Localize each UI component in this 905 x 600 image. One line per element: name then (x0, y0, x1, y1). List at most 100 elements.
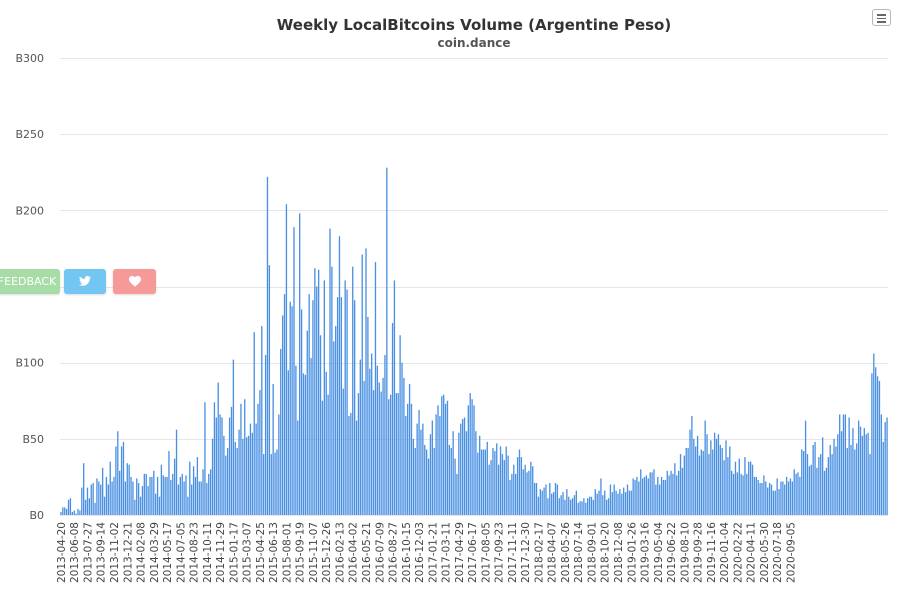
bar (310, 358, 312, 515)
bar (219, 414, 221, 515)
bar (706, 434, 708, 515)
bar (363, 380, 365, 515)
bar (539, 489, 541, 515)
bar (143, 473, 145, 515)
bar (327, 394, 329, 515)
chart-menu-button[interactable] (872, 9, 891, 26)
bar (649, 472, 651, 515)
bar (156, 476, 159, 515)
bar (719, 444, 721, 515)
bar (166, 476, 168, 515)
bar (681, 467, 684, 515)
bar (139, 496, 142, 515)
bar (641, 478, 644, 515)
bar (749, 461, 752, 515)
bar (594, 489, 596, 515)
bar (422, 423, 424, 515)
bar (107, 484, 109, 515)
x-tick-label: 2015-12-26 (321, 522, 333, 583)
bar (378, 382, 380, 515)
twitter-button[interactable] (64, 269, 106, 294)
bar (403, 377, 405, 515)
bar (626, 484, 629, 515)
bar (376, 365, 379, 515)
bar (88, 498, 91, 515)
y-tick-label: B250 (15, 128, 44, 141)
bar (94, 502, 96, 515)
bar (657, 476, 659, 515)
x-tick-label: 2019-03-16 (640, 522, 652, 583)
bar (770, 484, 773, 515)
bar (443, 394, 445, 515)
bar (861, 435, 864, 515)
bar (79, 510, 81, 515)
feedback-button[interactable]: FEEDBACK (0, 269, 60, 294)
bar (744, 457, 746, 515)
bar (713, 432, 716, 515)
bar (238, 429, 240, 515)
bar (251, 432, 253, 515)
bar (344, 280, 346, 515)
bar (651, 472, 653, 515)
bar (113, 476, 115, 515)
bar (632, 478, 634, 515)
bar (541, 490, 543, 515)
bar (446, 400, 449, 515)
bar (208, 473, 210, 515)
bar (359, 359, 361, 515)
bar (522, 469, 524, 515)
bar (827, 457, 829, 515)
bar (435, 414, 437, 515)
favorite-button[interactable] (113, 269, 156, 294)
bar (507, 455, 509, 515)
bar (353, 300, 356, 515)
bar (676, 475, 678, 515)
bar (319, 335, 322, 515)
bar (105, 476, 108, 515)
x-tick-label: 2019-11-16 (706, 522, 718, 583)
x-tick-label: 2020-01-04 (719, 522, 731, 583)
bar (289, 301, 291, 515)
bar (628, 490, 631, 515)
bar (835, 446, 837, 515)
bar (710, 440, 712, 515)
bar (708, 454, 710, 515)
bar (291, 306, 293, 515)
bar (437, 405, 439, 515)
bar (128, 464, 130, 515)
bar (742, 475, 744, 515)
bar (119, 470, 121, 515)
bar (456, 473, 458, 515)
bar (515, 473, 517, 515)
x-tick-label: 2018-02-17 (533, 522, 545, 583)
bar (469, 393, 471, 515)
bar (780, 481, 782, 515)
bar (721, 447, 723, 515)
bar (704, 420, 706, 515)
bar (230, 406, 233, 515)
bar (158, 496, 161, 515)
bar (882, 441, 884, 515)
bar (263, 454, 265, 515)
bar (90, 484, 92, 515)
bar (479, 435, 481, 515)
bar (83, 463, 85, 515)
bar (712, 449, 714, 515)
x-tick-label: 2013-09-14 (96, 522, 108, 583)
bar (441, 396, 443, 515)
bar (278, 414, 280, 515)
x-tick-label: 2013-11-02 (109, 522, 121, 583)
y-tick-label: B0 (29, 509, 44, 522)
bar (155, 493, 157, 515)
bar (399, 335, 401, 515)
bar (776, 478, 778, 515)
bar (857, 420, 860, 515)
bar (600, 478, 602, 515)
x-tick-label: 2015-06-13 (268, 522, 280, 583)
bar (130, 476, 132, 515)
bar (497, 464, 500, 515)
bar (348, 415, 350, 515)
bar (192, 466, 195, 515)
bar (666, 470, 668, 515)
